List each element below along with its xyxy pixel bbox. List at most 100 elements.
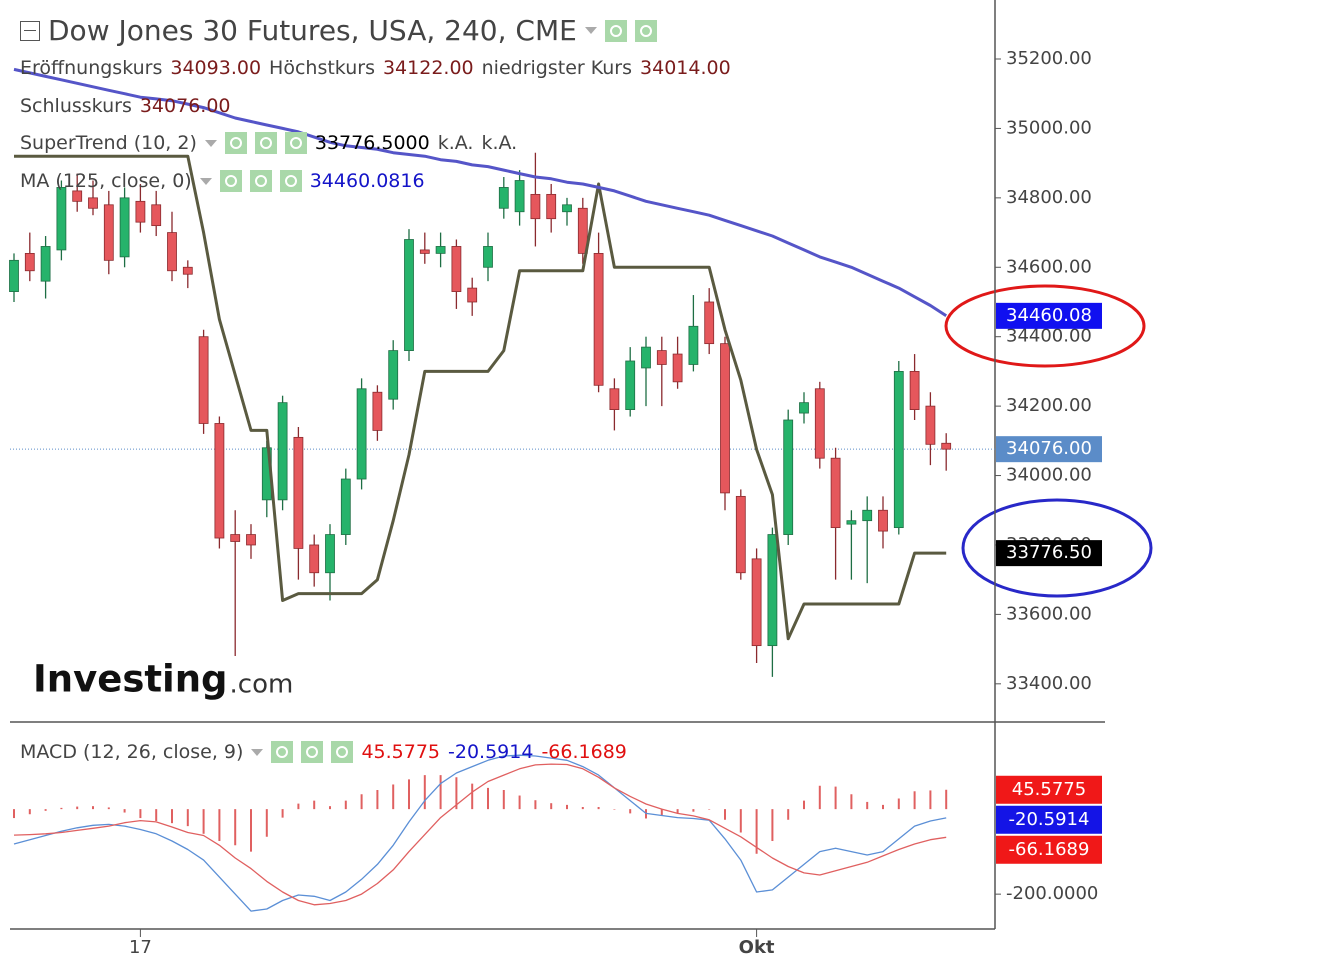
histogram-bar bbox=[502, 790, 505, 810]
candle-body bbox=[135, 200, 146, 223]
histogram-bar bbox=[850, 794, 853, 810]
icon[interactable] bbox=[271, 741, 294, 763]
candle-body bbox=[735, 495, 746, 574]
candle-body bbox=[372, 391, 383, 431]
histogram-bar bbox=[376, 790, 379, 810]
histogram-bar bbox=[455, 777, 458, 810]
histogram-bar bbox=[281, 809, 284, 818]
y-tick-label: 34800.00 bbox=[1006, 187, 1092, 208]
icon[interactable] bbox=[279, 170, 302, 192]
histogram-bar bbox=[360, 794, 363, 810]
price-badge bbox=[996, 540, 1102, 567]
histogram-bar bbox=[186, 809, 189, 827]
candle-body bbox=[562, 204, 572, 213]
candle-body bbox=[119, 197, 130, 258]
candle-body bbox=[577, 207, 588, 254]
candle-body bbox=[609, 388, 620, 410]
legend-entry: MA (125, close, 0) bbox=[20, 170, 192, 192]
candle-body bbox=[893, 371, 904, 529]
histogram-bar bbox=[708, 809, 711, 810]
candle-body bbox=[656, 350, 667, 365]
histogram-bar bbox=[392, 784, 395, 810]
price-badge-label: 34076.00 bbox=[1006, 438, 1092, 459]
histogram-bar bbox=[613, 809, 616, 810]
dropdown[interactable] bbox=[199, 177, 212, 185]
candle-body bbox=[814, 388, 825, 459]
histogram-bar bbox=[787, 809, 790, 820]
histogram-bar bbox=[660, 809, 663, 816]
histogram-bar bbox=[913, 791, 916, 810]
candle-body bbox=[325, 534, 335, 574]
value-badge bbox=[996, 775, 1102, 804]
candle-body bbox=[546, 193, 557, 220]
price-badge bbox=[996, 436, 1102, 463]
candle-body bbox=[435, 246, 446, 254]
histogram-bar bbox=[250, 809, 252, 852]
candle-body bbox=[909, 371, 920, 410]
ohlc-value: 34093.00 bbox=[170, 57, 262, 79]
value-badge bbox=[996, 805, 1102, 834]
readout: -66.1689 bbox=[541, 741, 627, 763]
histogram-bar bbox=[28, 809, 31, 815]
readout: 34460.0816 bbox=[309, 170, 425, 192]
candle-body bbox=[246, 534, 256, 546]
histogram-bar bbox=[597, 807, 600, 810]
histogram-bar bbox=[818, 785, 821, 810]
candle-body bbox=[103, 204, 114, 261]
candle-body bbox=[783, 419, 794, 535]
readout: k.A. bbox=[437, 132, 474, 154]
watermark: .com bbox=[230, 670, 294, 700]
icon[interactable] bbox=[249, 170, 272, 192]
icon[interactable] bbox=[284, 132, 307, 154]
candle-body bbox=[593, 252, 604, 386]
histogram-bar bbox=[534, 800, 537, 810]
y-tick-label: 34000.00 bbox=[1006, 465, 1092, 486]
histogram-bar bbox=[676, 809, 679, 814]
icon[interactable] bbox=[224, 132, 247, 154]
readout: 33776.5000 bbox=[314, 132, 430, 154]
value-badge-label: -20.5914 bbox=[1009, 809, 1090, 830]
ohlc-label: Höchstkurs bbox=[269, 57, 375, 79]
series-line bbox=[13, 763, 947, 906]
histogram-bar bbox=[155, 809, 158, 822]
histogram-bar bbox=[487, 787, 489, 810]
icon[interactable] bbox=[254, 132, 277, 154]
ohlc-row: Schlusskurs 34076.00 bbox=[20, 95, 231, 117]
dropdown[interactable] bbox=[584, 27, 597, 34]
y-tick-label: 35200.00 bbox=[1006, 48, 1092, 69]
icon[interactable] bbox=[331, 741, 354, 763]
dropdown[interactable] bbox=[204, 139, 217, 147]
histogram-bar bbox=[566, 804, 568, 810]
y-tick-label: 35000.00 bbox=[1006, 117, 1092, 138]
candle-body bbox=[340, 478, 351, 535]
series-line bbox=[14, 154, 947, 641]
histogram-bar bbox=[329, 806, 331, 810]
dropdown[interactable] bbox=[251, 748, 264, 756]
icon[interactable] bbox=[604, 19, 627, 42]
legend-row: MACD (12, 26, close, 9) 45.5775 -20.5914… bbox=[20, 741, 627, 763]
collapse-icon[interactable] bbox=[20, 20, 40, 41]
x-tick-label: 17 bbox=[129, 937, 152, 958]
candle-body bbox=[641, 346, 651, 369]
histogram-bar bbox=[897, 798, 900, 810]
candle-body bbox=[451, 246, 462, 292]
candle-body bbox=[625, 360, 636, 410]
title-row: Dow Jones 30 Futures, USA, 240, CME bbox=[20, 14, 657, 47]
candle-body bbox=[530, 193, 541, 220]
ohlc-row: Eröffnungskurs 34093.00 Höchstkurs 34122.0… bbox=[20, 57, 731, 79]
candle-body bbox=[56, 187, 67, 251]
histogram-bar bbox=[297, 803, 300, 810]
histogram-bar bbox=[139, 809, 142, 819]
candle-body bbox=[799, 402, 809, 414]
histogram-bar bbox=[218, 809, 221, 842]
histogram-bar bbox=[629, 809, 632, 814]
histogram-bar bbox=[803, 800, 805, 810]
icon[interactable] bbox=[634, 19, 657, 42]
histogram-bar bbox=[92, 806, 94, 810]
ohlc-value: 34014.00 bbox=[640, 57, 731, 79]
icon[interactable] bbox=[301, 741, 324, 763]
candle-body bbox=[214, 423, 225, 539]
icon[interactable] bbox=[219, 170, 242, 192]
candle-body bbox=[167, 232, 177, 272]
